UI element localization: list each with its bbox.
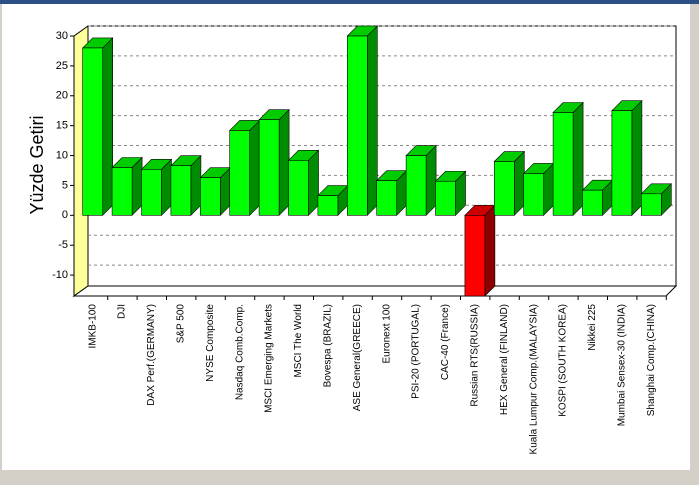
bar-face (464, 215, 486, 297)
y-tick-label: 0 (62, 209, 68, 221)
y-axis-label: Yüzde Getiri (27, 115, 47, 214)
bar-face (229, 130, 250, 216)
title-bar (0, 0, 699, 4)
bar-face (631, 99, 643, 217)
bar-face (572, 101, 584, 217)
bar (375, 169, 408, 217)
bar-face (111, 167, 133, 216)
x-tick-label: IMKB-100 (87, 304, 98, 349)
y-tick-label: -10 (52, 269, 68, 281)
bar (522, 162, 555, 217)
bar (170, 154, 202, 217)
y-tick-label: 30 (56, 30, 68, 42)
x-tick-label: Nikkei 225 (587, 304, 598, 351)
bar (228, 119, 261, 217)
x-tick-label: ASE General(GREECE) (352, 304, 363, 411)
bar-face (640, 193, 662, 216)
bar (464, 204, 496, 297)
y-tick-label: 15 (56, 120, 68, 132)
x-tick-label: HEX General (FINLAND) (499, 304, 510, 415)
x-tick-label: MSCI The World (293, 304, 304, 378)
bar-face (493, 161, 515, 216)
bar (611, 99, 643, 217)
bar (81, 37, 114, 217)
bar-face (513, 150, 525, 217)
x-tick-label: DAX Perf.(GERMANY) (146, 304, 157, 406)
bar (111, 156, 143, 217)
bar-face (82, 47, 103, 216)
bar (405, 144, 437, 217)
bar (640, 183, 673, 217)
x-tick-label: Russian RTS(RUSSIA) (470, 304, 481, 407)
bar (140, 158, 173, 217)
bar-face (278, 108, 290, 217)
bar (581, 179, 614, 217)
x-tick-label: DJI (117, 304, 128, 319)
x-tick-label: KOSPI (SOUTH KOREA) (558, 304, 569, 417)
bar (434, 170, 467, 217)
bar-face (346, 35, 368, 216)
bar (552, 101, 584, 217)
back-wall (87, 25, 677, 287)
bar (346, 25, 379, 217)
x-tick-label: Shanghai Comp.(CHINA) (646, 304, 657, 416)
x-tick-label: PSI-20 (PORTUGAL) (411, 304, 422, 399)
x-tick-label: Bovespa (BRAZIL) (323, 304, 334, 387)
x-tick-label: Kuala Lumpur Comp.(MALAYSIA) (528, 304, 539, 454)
bar-face (405, 155, 427, 216)
bar-face (200, 177, 221, 216)
bar-face (376, 180, 398, 216)
bar (493, 150, 526, 217)
y-tick-label: 25 (56, 60, 68, 72)
x-tick-label: CAC-40 (France) (440, 304, 451, 380)
x-tick-label: S&P 500 (176, 304, 187, 344)
bar-face (523, 173, 545, 216)
bar-face (425, 144, 437, 217)
x-tick-label: Nasdaq Comb.Comp. (234, 304, 245, 400)
y-tick-label: 20 (56, 90, 68, 102)
bar (258, 108, 290, 217)
bar-face (258, 119, 280, 216)
bar-face (102, 37, 113, 217)
bar-face (317, 195, 339, 216)
bar-face (141, 168, 162, 216)
bar-face (170, 165, 192, 216)
bar (287, 149, 320, 217)
bar (199, 166, 232, 217)
bar-face (308, 149, 319, 217)
bar-face (190, 154, 202, 217)
floor (72, 285, 678, 297)
y-tick-label: 5 (62, 179, 68, 191)
y-tick-label: -5 (58, 239, 68, 251)
x-tick-label: NYSE Composite (205, 304, 216, 382)
y-tick-label: 10 (56, 149, 68, 161)
bar-face (249, 119, 261, 217)
bar-face (582, 189, 603, 216)
bar-face (611, 110, 633, 216)
x-tick-label: Mumbai Sensex-30 (INDIA) (617, 304, 628, 426)
x-tick-label: MSCI Emerging Markets (264, 304, 275, 413)
x-tick-label: Euronext 100 (381, 304, 392, 364)
bar-face (552, 112, 574, 216)
bar-face (435, 180, 456, 216)
bar-face (288, 160, 309, 216)
bar-face (484, 204, 496, 297)
bar-face (366, 25, 378, 217)
